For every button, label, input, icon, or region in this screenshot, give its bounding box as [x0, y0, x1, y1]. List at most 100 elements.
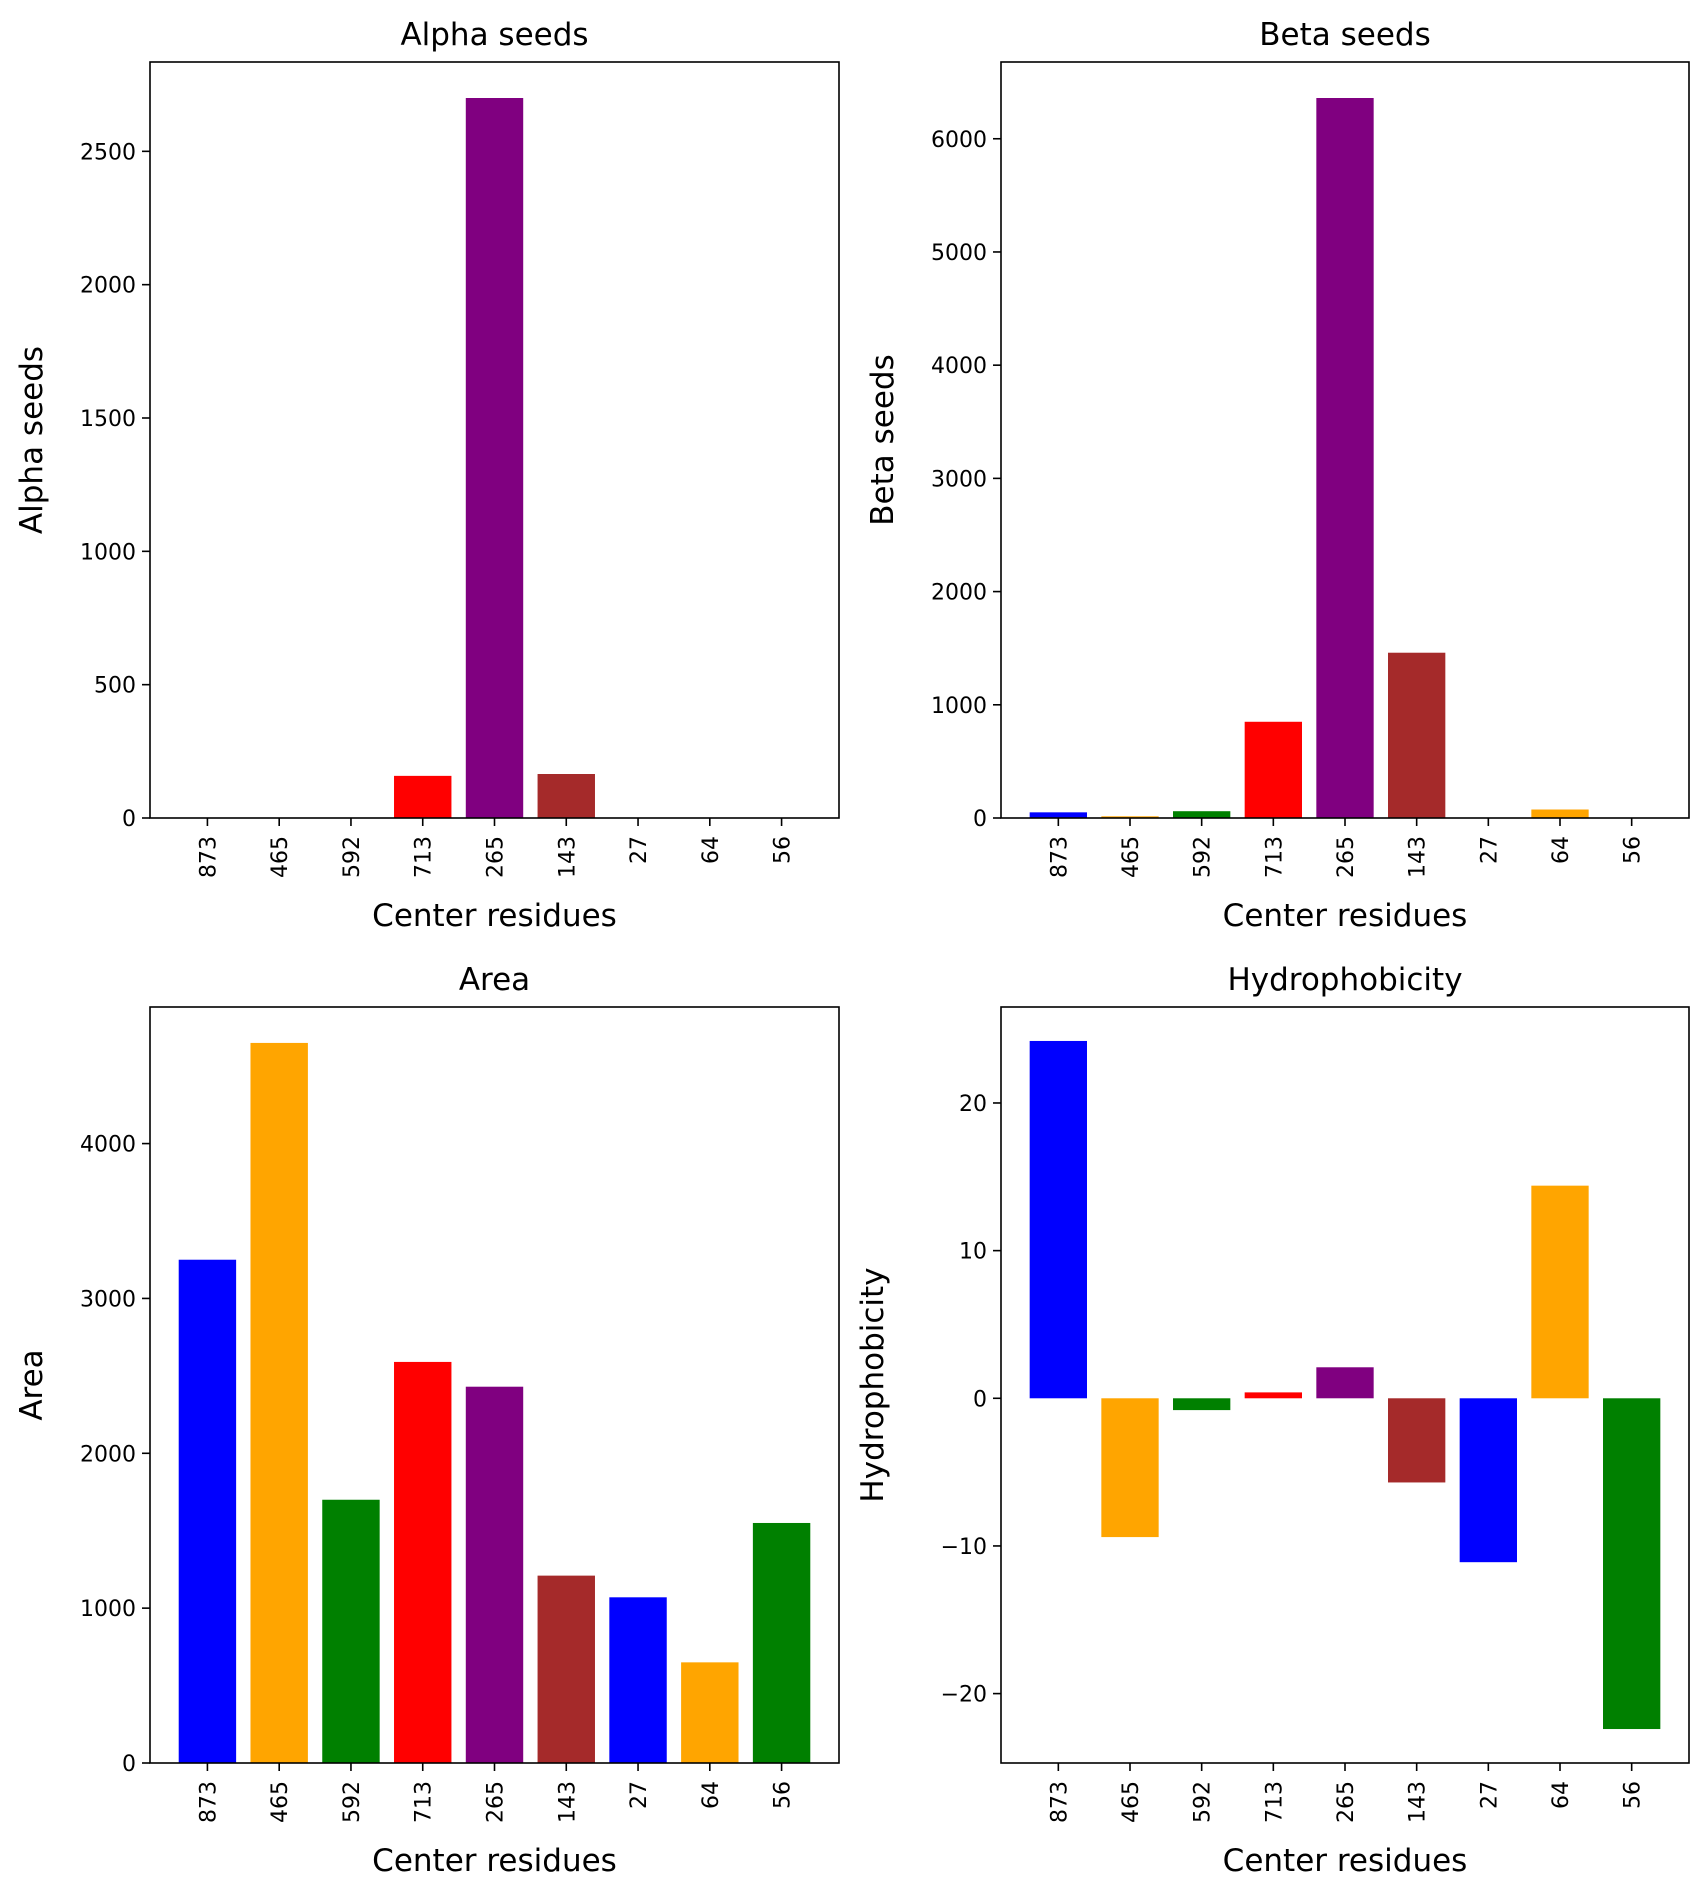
y-tick-label: 1000 — [80, 540, 136, 565]
x-tick-label: 56 — [1621, 836, 1646, 864]
y-tick-label: 0 — [973, 807, 987, 832]
y-tick-label: 3000 — [931, 467, 987, 492]
x-tick-label: 873 — [196, 1781, 221, 1823]
bar-265 — [1316, 98, 1374, 818]
x-axis-label: Center residues — [372, 1843, 617, 1879]
x-tick-label: 713 — [1262, 1781, 1287, 1823]
bar-713 — [394, 1361, 452, 1763]
chart-title: Beta seeds — [1259, 17, 1430, 53]
x-tick-label: 143 — [555, 1781, 580, 1823]
x-axis-label: Center residues — [372, 898, 617, 934]
x-tick-label: 64 — [1549, 1781, 1574, 1809]
y-tick-label: 3000 — [80, 1287, 136, 1312]
x-tick-label: 592 — [1191, 836, 1216, 878]
y-tick-label: 500 — [94, 674, 136, 699]
bar-873 — [1029, 812, 1087, 818]
bar-143 — [537, 774, 595, 818]
subplot-0: 0 500 1000 1500 2000 2500 873 465 592 713 265 143 27… — [14, 17, 840, 934]
bar-143 — [1388, 1398, 1446, 1483]
bar-465 — [1101, 816, 1159, 818]
bar-592 — [1173, 811, 1231, 818]
x-tick-label: 873 — [196, 836, 221, 878]
subplot-2: 0 1000 2000 3000 4000 873 465 592 713 265 143 27 64 5… — [14, 962, 840, 1879]
x-tick-label: 465 — [268, 1781, 293, 1823]
x-tick-label: 265 — [484, 1781, 509, 1823]
x-tick-label: 592 — [340, 1781, 365, 1823]
x-tick-label: 465 — [1119, 836, 1144, 878]
x-tick-label: 64 — [699, 836, 724, 864]
bar-873 — [1029, 1040, 1087, 1399]
x-tick-label: 873 — [1047, 1781, 1072, 1823]
bar-27 — [609, 1597, 667, 1763]
x-tick-label: 713 — [412, 836, 437, 878]
bar-713 — [1244, 721, 1302, 818]
x-tick-label: 465 — [1119, 1781, 1144, 1823]
x-tick-label: 143 — [1406, 1781, 1431, 1823]
x-tick-label: 592 — [340, 836, 365, 878]
x-tick-label: 27 — [1477, 1781, 1502, 1809]
x-tick-label: 27 — [1477, 836, 1502, 864]
x-tick-label: 56 — [1621, 1781, 1646, 1809]
bar-64 — [1531, 1185, 1589, 1399]
bar-465 — [1101, 1398, 1159, 1538]
x-tick-label: 265 — [1334, 836, 1359, 878]
chart-title: Area — [459, 962, 530, 998]
bar-592 — [1173, 1398, 1231, 1411]
x-tick-label: 143 — [555, 836, 580, 878]
x-tick-label: 56 — [771, 1781, 796, 1809]
chart-title: Hydrophobicity — [1227, 962, 1462, 998]
y-tick-label: 0 — [973, 1387, 987, 1412]
x-tick-label: 56 — [771, 836, 796, 864]
bar-64 — [681, 1662, 739, 1763]
x-tick-label: 592 — [1191, 1781, 1216, 1823]
y-tick-label: 0 — [122, 807, 136, 832]
bar-465 — [250, 1042, 308, 1763]
y-tick-label: 1000 — [931, 694, 987, 719]
chart-title: Alpha seeds — [400, 17, 588, 53]
x-tick-label: 64 — [1549, 836, 1574, 864]
y-tick-label: 4000 — [80, 1133, 136, 1158]
bar-143 — [537, 1575, 595, 1763]
y-tick-label: −20 — [941, 1683, 987, 1708]
y-tick-label: 0 — [122, 1752, 136, 1777]
x-axis-label: Center residues — [1223, 898, 1468, 934]
bar-56 — [752, 1522, 811, 1763]
bar-265 — [465, 1386, 524, 1763]
x-tick-label: 27 — [627, 1781, 652, 1809]
x-tick-label: 27 — [627, 836, 652, 864]
x-tick-label: 713 — [412, 1781, 437, 1823]
bar-143 — [1388, 652, 1446, 818]
y-tick-label: 20 — [959, 1092, 987, 1117]
bar-873 — [178, 1259, 237, 1763]
bar-56 — [1603, 1398, 1661, 1730]
y-tick-label: 2000 — [931, 581, 987, 606]
bar-713 — [1244, 1392, 1302, 1399]
x-tick-label: 143 — [1406, 836, 1431, 878]
y-tick-label: 5000 — [931, 241, 987, 266]
bar-265 — [1316, 1367, 1374, 1399]
bar-64 — [1531, 809, 1589, 818]
x-tick-label: 64 — [699, 1781, 724, 1809]
y-tick-label: 2000 — [80, 1442, 136, 1467]
y-axis-label: Area — [14, 1349, 50, 1420]
x-tick-label: 265 — [484, 836, 509, 878]
x-axis-label: Center residues — [1223, 1843, 1468, 1879]
subplot-1: 0 1000 2000 3000 4000 5000 6000 873 465 592 713 265… — [865, 17, 1690, 934]
x-tick-label: 265 — [1334, 1781, 1359, 1823]
y-axis-label: Beta seeds — [865, 354, 901, 525]
bar-265 — [465, 98, 524, 818]
x-tick-label: 713 — [1262, 836, 1287, 878]
y-tick-label: 10 — [959, 1240, 987, 1265]
bar-27 — [1459, 1398, 1517, 1563]
y-tick-label: 1000 — [80, 1597, 136, 1622]
y-tick-label: −10 — [941, 1535, 987, 1560]
x-tick-label: 873 — [1047, 836, 1072, 878]
y-tick-label: 6000 — [931, 128, 987, 153]
bar-713 — [394, 775, 452, 818]
subplot-3: −20 −10 0 10 20 873 465 592 713 265 143 27 64 56 Hydro… — [855, 962, 1690, 1879]
y-tick-label: 2000 — [80, 274, 136, 299]
y-axis-label: Alpha seeds — [14, 346, 50, 534]
y-axis-label: Hydrophobicity — [855, 1267, 891, 1502]
y-tick-label: 4000 — [931, 354, 987, 379]
